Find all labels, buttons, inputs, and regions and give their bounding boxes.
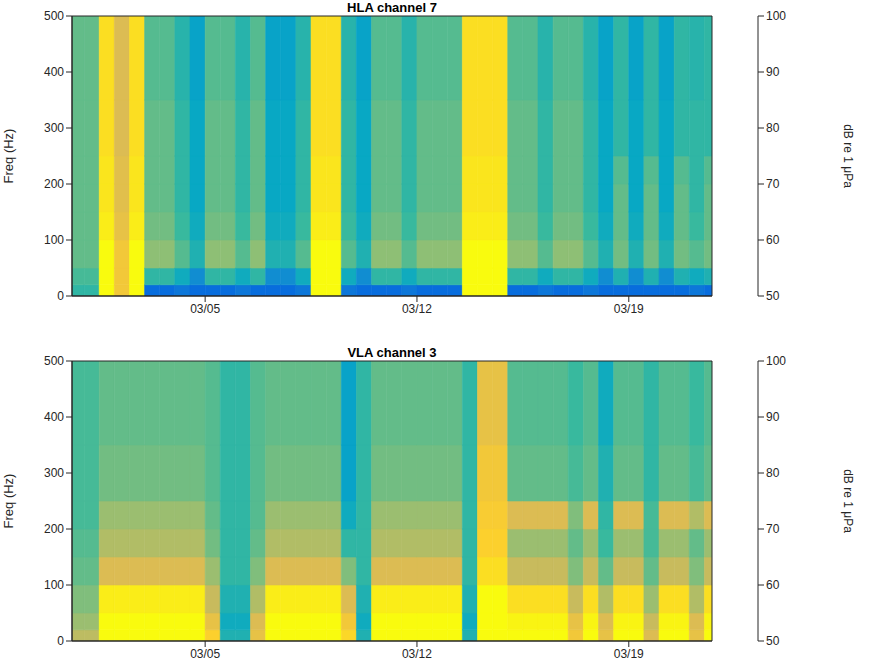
svg-text:03/05: 03/05	[190, 647, 220, 661]
svg-text:Freq (Hz): Freq (Hz)	[1, 474, 16, 529]
svg-text:90: 90	[766, 410, 780, 424]
svg-text:500: 500	[44, 354, 64, 368]
svg-text:80: 80	[766, 121, 780, 135]
svg-text:dB re 1 μPa: dB re 1 μPa	[841, 124, 855, 188]
html-text:HLA channel 7: HLA channel 7	[347, 0, 437, 15]
svg-text:500: 500	[44, 9, 64, 23]
svg-text:03/19: 03/19	[614, 647, 644, 661]
svg-text:03/19: 03/19	[614, 302, 644, 316]
svg-text:300: 300	[44, 121, 64, 135]
svg-text:100: 100	[766, 354, 786, 368]
svg-text:50: 50	[766, 289, 780, 303]
svg-text:03/12: 03/12	[402, 647, 432, 661]
svg-text:60: 60	[766, 578, 780, 592]
svg-text:400: 400	[44, 65, 64, 79]
svg-text:03/05: 03/05	[190, 302, 220, 316]
svg-text:dB re 1 μPa: dB re 1 μPa	[841, 469, 855, 533]
svg-text:Freq (Hz): Freq (Hz)	[1, 129, 16, 184]
svg-text:80: 80	[766, 466, 780, 480]
svg-text:100: 100	[44, 233, 64, 247]
svg-text:90: 90	[766, 65, 780, 79]
svg-text:50: 50	[766, 634, 780, 648]
svg-text:0: 0	[57, 289, 64, 303]
svg-text:200: 200	[44, 177, 64, 191]
svg-text:0: 0	[57, 634, 64, 648]
svg-text:200: 200	[44, 522, 64, 536]
html-text:VLA channel 3: VLA channel 3	[347, 345, 437, 360]
svg-text:100: 100	[44, 578, 64, 592]
svg-text:70: 70	[766, 177, 780, 191]
svg-text:300: 300	[44, 466, 64, 480]
svg-text:70: 70	[766, 522, 780, 536]
svg-text:60: 60	[766, 233, 780, 247]
svg-text:100: 100	[766, 9, 786, 23]
svg-text:400: 400	[44, 410, 64, 424]
svg-text:03/12: 03/12	[402, 302, 432, 316]
